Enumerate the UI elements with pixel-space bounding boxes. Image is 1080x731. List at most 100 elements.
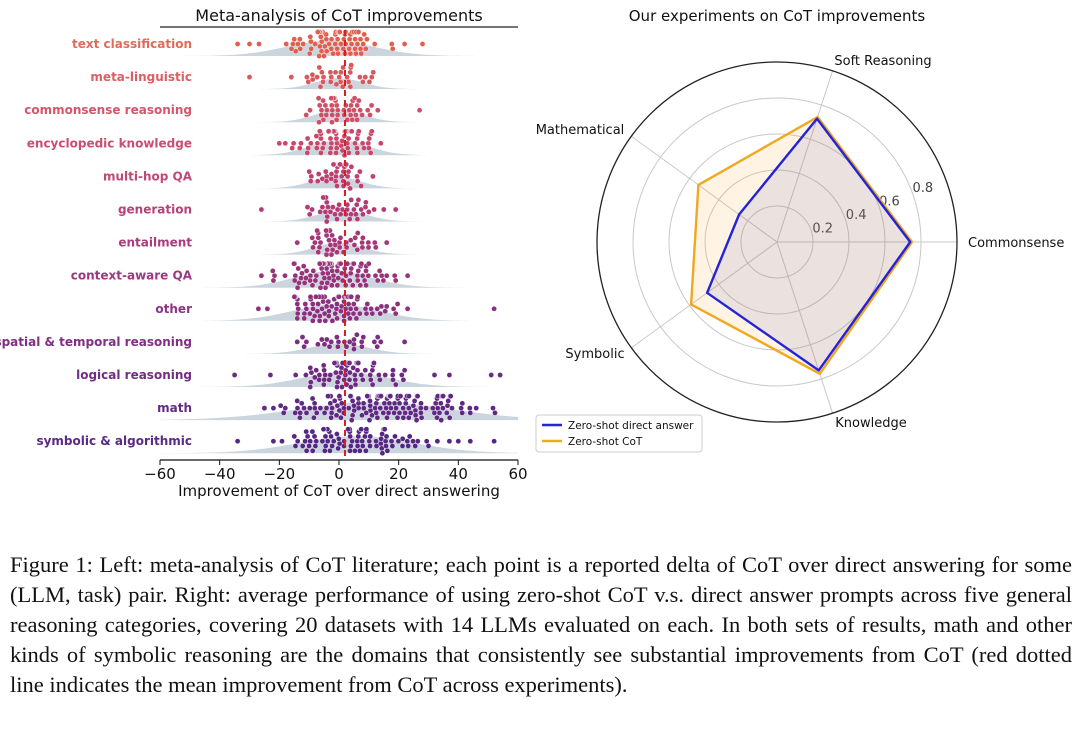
data-point	[308, 173, 315, 180]
data-point	[336, 440, 343, 447]
data-point	[348, 163, 355, 170]
data-point	[352, 36, 358, 43]
data-point	[348, 41, 355, 47]
data-point	[282, 140, 289, 147]
data-point	[321, 43, 328, 50]
data-point	[312, 41, 318, 47]
data-point	[302, 301, 309, 307]
data-point	[298, 400, 305, 407]
radar-outer-circle	[596, 61, 958, 423]
data-point	[306, 310, 313, 317]
data-point	[327, 400, 334, 407]
data-point	[329, 119, 335, 125]
category-label: math	[157, 401, 192, 415]
data-point	[356, 447, 363, 454]
data-point	[347, 305, 354, 312]
data-point	[333, 117, 340, 123]
data-point	[446, 414, 453, 421]
data-point	[331, 237, 338, 243]
data-point	[320, 117, 327, 123]
data-point	[360, 211, 366, 218]
data-point	[389, 46, 396, 52]
data-point	[368, 128, 375, 135]
data-point	[307, 438, 314, 445]
data-point	[363, 199, 369, 206]
data-point	[345, 310, 352, 317]
data-point	[303, 275, 309, 281]
data-point	[322, 284, 329, 291]
data-point	[391, 272, 398, 279]
legend-label: Zero-shot direct answer	[568, 420, 694, 432]
data-point	[320, 79, 326, 85]
data-point	[309, 71, 316, 78]
data-point	[316, 119, 322, 125]
data-point	[351, 242, 358, 248]
data-point	[449, 405, 455, 411]
data-point	[388, 438, 395, 445]
data-point	[352, 234, 359, 241]
data-point	[295, 305, 302, 312]
data-point	[459, 410, 466, 416]
data-point	[372, 405, 378, 411]
data-point	[347, 270, 354, 277]
data-point	[364, 107, 371, 113]
data-point	[292, 410, 299, 416]
data-point	[380, 206, 387, 213]
data-point	[321, 341, 328, 348]
data-point	[352, 376, 359, 383]
data-point	[335, 343, 341, 350]
data-point	[292, 443, 299, 449]
data-point	[328, 95, 335, 101]
data-point	[377, 339, 384, 345]
data-point	[321, 53, 327, 59]
data-point	[354, 438, 361, 445]
x-tick-label: −60	[144, 465, 176, 483]
data-point	[455, 438, 462, 445]
data-point	[347, 384, 354, 390]
data-point	[290, 140, 297, 147]
data-point	[434, 438, 441, 445]
data-point	[306, 405, 313, 411]
data-point	[269, 268, 276, 274]
data-point	[308, 140, 314, 147]
data-point	[330, 438, 337, 445]
data-point	[322, 433, 329, 440]
data-point	[370, 69, 377, 76]
data-point	[313, 145, 320, 151]
data-point	[372, 272, 379, 279]
data-point	[394, 414, 401, 421]
data-point	[383, 443, 389, 449]
data-point	[367, 150, 374, 156]
data-point	[333, 135, 340, 142]
data-point	[358, 183, 364, 189]
data-point	[329, 112, 336, 118]
data-point	[322, 317, 329, 324]
data-point	[392, 277, 399, 284]
data-point	[307, 178, 314, 184]
data-point	[276, 140, 283, 147]
data-point	[355, 128, 362, 135]
data-point	[371, 41, 378, 47]
data-point	[334, 206, 341, 213]
data-point	[377, 310, 384, 317]
data-point	[357, 107, 363, 113]
radar-tick-label: 0.2	[812, 222, 833, 237]
data-point	[347, 50, 354, 57]
beeswarm-chart: Meta-analysis of CoT improvements text c…	[0, 6, 528, 500]
data-point	[359, 443, 366, 449]
data-point	[329, 204, 336, 210]
data-point	[381, 400, 388, 407]
data-point	[374, 305, 381, 312]
data-point	[291, 260, 297, 267]
data-point	[317, 43, 323, 50]
data-point	[345, 79, 352, 85]
data-point	[316, 317, 323, 324]
data-point	[314, 74, 320, 80]
data-point	[347, 369, 353, 376]
data-point	[353, 315, 360, 322]
data-point	[311, 414, 317, 421]
data-point	[368, 102, 375, 109]
data-point	[405, 405, 412, 411]
data-point	[459, 400, 466, 407]
data-point	[491, 438, 497, 445]
